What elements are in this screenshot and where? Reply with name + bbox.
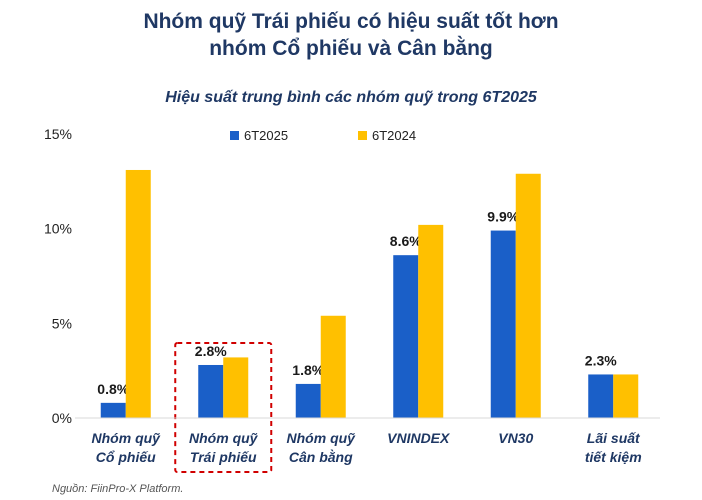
y-tick-label: 15% — [44, 126, 72, 142]
y-tick-label: 0% — [52, 410, 72, 426]
chart-title-line2: nhóm Cổ phiếu và Cân bằng — [209, 37, 493, 60]
category-label-2: Nhóm quỹ — [287, 430, 357, 446]
data-label-6T2025-3: 8.6% — [390, 233, 422, 249]
bar-6T2025-2 — [295, 383, 321, 418]
y-tick-label: 10% — [44, 221, 72, 237]
bar-6T2024-0 — [125, 169, 151, 418]
source-note: Nguồn: FiinPro-X Platform. — [52, 483, 184, 495]
data-label-6T2025-2: 1.8% — [292, 362, 324, 378]
data-label-6T2025-1: 2.8% — [195, 343, 227, 359]
chart-title: Nhóm quỹ Trái phiếu có hiệu suất tốt hơn… — [0, 8, 702, 62]
category-label-2: Cân bằng — [289, 448, 353, 465]
category-label-5: Lãi suất — [587, 430, 641, 446]
bar-6T2024-2 — [320, 315, 346, 418]
bar-6T2024-3 — [418, 224, 444, 418]
legend-swatch-6T2025 — [230, 131, 239, 140]
chart-subtitle: Hiệu suất trung bình các nhóm quỹ trong … — [165, 89, 537, 106]
highlight-box — [174, 342, 273, 473]
bar-6T2025-0 — [100, 402, 126, 418]
data-label-6T2025-4: 9.9% — [487, 209, 519, 225]
category-label-1: Trái phiếu — [190, 449, 257, 465]
bar-6T2024-4 — [515, 173, 541, 418]
legend-swatch-6T2024 — [358, 131, 367, 140]
bar-6T2025-5 — [588, 374, 614, 418]
bar-6T2025-3 — [393, 255, 419, 418]
legend-label-6T2024: 6T2024 — [372, 128, 416, 143]
category-label-5: tiết kiệm — [585, 449, 642, 465]
bar-6T2024-1 — [223, 357, 249, 418]
category-label-1: Nhóm quỹ — [189, 430, 259, 446]
y-tick-label: 5% — [52, 315, 72, 331]
bar-6T2024-5 — [613, 374, 639, 418]
bar-6T2025-4 — [490, 230, 516, 418]
category-label-4: VN30 — [498, 430, 533, 446]
chart-title-line1: Nhóm quỹ Trái phiếu có hiệu suất tốt hơn — [143, 10, 559, 33]
data-label-6T2025-5: 2.3% — [585, 352, 617, 368]
category-label-0: Nhóm quỹ — [92, 430, 162, 446]
legend-label-6T2025: 6T2025 — [244, 128, 288, 143]
data-label-6T2025-0: 0.8% — [97, 381, 129, 397]
category-label-3: VNINDEX — [387, 430, 451, 446]
category-label-0: Cổ phiếu — [96, 449, 156, 465]
bar-6T2025-1 — [198, 364, 224, 418]
